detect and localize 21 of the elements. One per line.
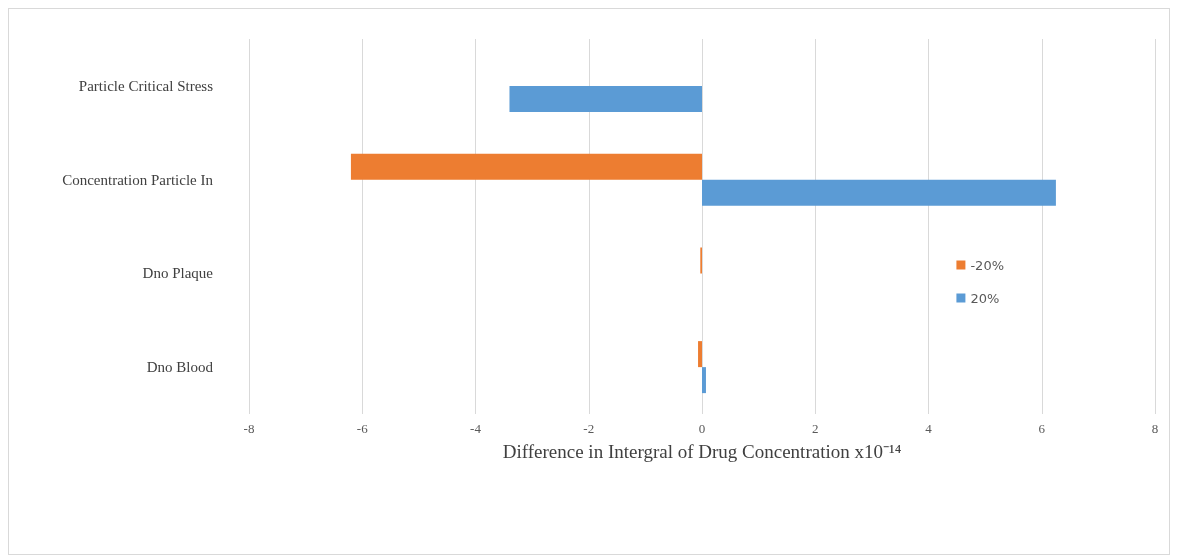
y-tick-label: Dno Blood xyxy=(146,359,214,376)
bar xyxy=(698,341,702,368)
x-tick-label: 2 xyxy=(812,421,819,436)
x-tick-label: 4 xyxy=(925,421,933,436)
bar xyxy=(702,367,706,394)
x-tick-label: -2 xyxy=(583,421,595,436)
y-tick-label: Dno Plaque xyxy=(142,265,214,282)
x-tick-label: 0 xyxy=(698,421,706,436)
bar xyxy=(350,153,702,180)
x-tick-label: 8 xyxy=(1151,421,1159,436)
x-tick-label: 6 xyxy=(1038,421,1046,436)
bar xyxy=(509,85,702,112)
y-tick-label: Particle Critical Stress xyxy=(78,77,214,94)
x-axis-title: Difference in Intergral of Drug Concentration x10⁻¹⁴ xyxy=(502,441,902,462)
legend-label: -20% xyxy=(970,257,1005,273)
legend-label: 20% xyxy=(970,290,1000,306)
y-tick-label: Concentration Particle In xyxy=(62,171,214,188)
x-tick-label: -8 xyxy=(243,421,255,436)
bar xyxy=(702,179,1056,206)
x-tick-label: -4 xyxy=(470,421,482,436)
x-tick-label: -6 xyxy=(356,421,369,436)
